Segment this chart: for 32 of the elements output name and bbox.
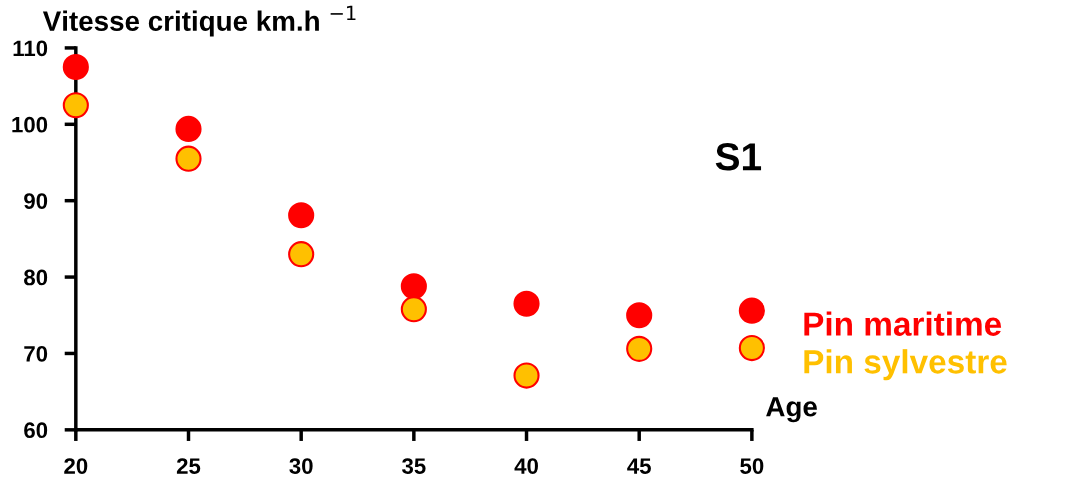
point [62,53,89,81]
y-tick-label: 100 [12,116,48,133]
point [400,273,427,300]
point [626,302,653,329]
x-axis-title: Age [766,397,817,423]
x-tick-label: 20 [64,458,88,474]
x-tick-label: 30 [289,458,313,474]
x-tick-label: 40 [514,458,538,474]
x-tick-label: 25 [176,458,201,474]
point [513,290,540,317]
point [62,92,89,119]
y-tick-label: 90 [24,193,48,209]
y-tick-label: 110 [13,40,48,57]
point [738,335,765,362]
point [175,115,202,142]
y-tick-label: 80 [24,269,48,286]
y-tick-label: 70 [24,345,48,362]
series-label: Pin maritime [804,311,1002,336]
series-label: Pin sylvestre [804,349,1007,381]
point [626,335,653,362]
point [513,362,540,389]
x-tick-label: 35 [402,458,426,474]
x-tick-label: 45 [627,458,651,474]
x-tick-label: 50 [740,458,764,474]
y-tick-label: 60 [24,422,48,439]
point [288,202,315,229]
y-axis-title: Vitesse critique km.h $^{−1}$ [42,5,356,37]
point [175,145,202,172]
point [738,297,765,324]
point [288,241,315,268]
point [400,296,427,323]
annotation: S1 [715,142,762,171]
